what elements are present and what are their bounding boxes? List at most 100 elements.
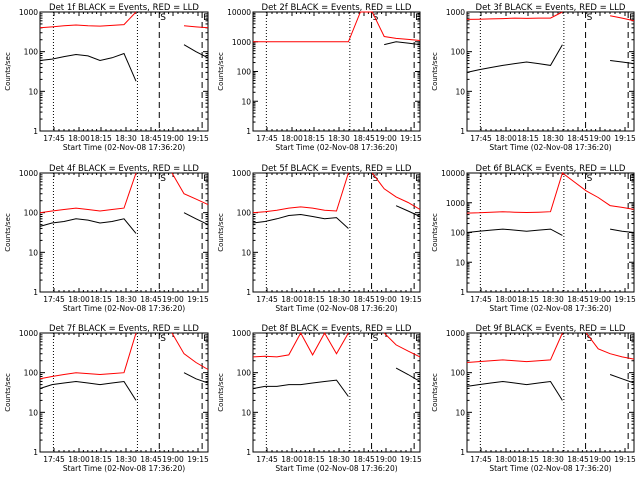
x-tick-label: 18:00 xyxy=(495,455,517,464)
x-tick-label: 18:30 xyxy=(542,295,564,304)
x-tick-label: 19:00 xyxy=(162,295,184,304)
y-tick-label: 1 xyxy=(460,448,465,457)
y-axis-label: Counts/sec xyxy=(217,52,225,91)
x-axis-label: Start Time (02-Nov-08 17:36:20) xyxy=(489,143,611,152)
y-tick-label: 10 xyxy=(241,248,251,257)
x-tick-label: 18:15 xyxy=(90,295,112,304)
y-tick-label: 1 xyxy=(33,448,38,457)
y-axis-label: Counts/sec xyxy=(217,213,225,252)
y-tick-label: 1000 xyxy=(19,8,38,17)
x-tick-label: 19:15 xyxy=(400,295,422,304)
x-tick-label: 19:15 xyxy=(614,455,636,464)
y-tick-label: 1000 xyxy=(19,329,38,338)
y-tick-label: 10 xyxy=(28,408,38,417)
plot-frame xyxy=(466,11,635,132)
x-tick-label: 18:30 xyxy=(542,134,564,143)
series-line-lld xyxy=(39,11,209,29)
plot-frame xyxy=(252,11,421,132)
event-marker-label: S xyxy=(587,334,593,344)
y-tick-label: 100 xyxy=(451,369,466,378)
y-tick-label: 10 xyxy=(28,248,38,257)
x-tick-label: 19:00 xyxy=(589,455,611,464)
x-axis-label: Start Time (02-Nov-08 17:36:20) xyxy=(63,143,185,152)
x-tick-label: 18:30 xyxy=(115,455,137,464)
x-tick-label: 19:15 xyxy=(614,134,636,143)
x-tick-label: 18:15 xyxy=(90,455,112,464)
detector-panel-2: Det 2f BLACK = Events, RED = LLD 1 10 100 10… xyxy=(217,3,422,152)
x-tick-label: 18:15 xyxy=(303,295,325,304)
detector-panel-6: Det 6f BLACK = Events, RED = LLD 1 10 100 10… xyxy=(431,164,636,313)
y-tick-label: 100 xyxy=(237,369,252,378)
x-tick-label: 17:45 xyxy=(470,455,492,464)
x-tick-label: 19:15 xyxy=(400,455,422,464)
x-tick-label: 17:45 xyxy=(256,455,278,464)
y-tick-label: 10 xyxy=(455,87,465,96)
x-tick-label: 19:15 xyxy=(400,134,422,143)
x-axis-label: Start Time (02-Nov-08 17:36:20) xyxy=(489,464,611,473)
x-tick-label: 17:45 xyxy=(470,295,492,304)
detector-panel-1: Det 1f BLACK = Events, RED = LLD 1 10 100 10… xyxy=(4,3,209,152)
x-tick-label: 19:00 xyxy=(375,455,397,464)
event-marker-label: E xyxy=(629,174,635,184)
x-tick-label: 18:15 xyxy=(303,134,325,143)
y-tick-label: 100 xyxy=(237,209,252,218)
y-tick-label: 100 xyxy=(24,369,39,378)
series-line-events xyxy=(252,367,421,397)
x-tick-label: 18:00 xyxy=(68,134,90,143)
y-axis-label: Counts/sec xyxy=(431,373,439,412)
panel-title: Det 5f BLACK = Events, RED = LLD xyxy=(262,164,412,174)
y-axis-label: Counts/sec xyxy=(217,373,225,412)
y-tick-label: 1 xyxy=(33,288,38,297)
x-tick-label: 18:15 xyxy=(517,455,539,464)
y-tick-label: 10000 xyxy=(227,8,251,17)
y-tick-label: 1000 xyxy=(446,199,465,208)
x-tick-label: 18:30 xyxy=(328,295,350,304)
x-tick-label: 17:45 xyxy=(256,295,278,304)
y-tick-label: 1000 xyxy=(232,38,251,47)
panel-title: Det 1f BLACK = Events, RED = LLD xyxy=(49,3,199,13)
event-marker-label: E xyxy=(629,334,635,344)
panel-title: Det 8f BLACK = Events, RED = LLD xyxy=(262,324,412,334)
y-tick-label: 100 xyxy=(451,229,466,238)
x-tick-label: 19:15 xyxy=(187,295,209,304)
event-marker-label: E xyxy=(415,174,421,184)
y-axis-label: Counts/sec xyxy=(431,52,439,91)
plot-frame xyxy=(466,332,635,453)
y-tick-label: 1 xyxy=(33,127,38,136)
x-tick-label: 19:15 xyxy=(614,295,636,304)
x-tick-label: 19:00 xyxy=(589,295,611,304)
series-line-lld xyxy=(466,11,635,22)
series-line-lld xyxy=(252,331,421,358)
y-tick-label: 1000 xyxy=(19,169,38,178)
detector-panel-7: Det 7f BLACK = Events, RED = LLD 1 10 100 10… xyxy=(4,324,209,473)
x-tick-label: 18:45 xyxy=(353,455,375,464)
x-tick-label: 18:00 xyxy=(68,295,90,304)
plot-frame xyxy=(39,11,209,132)
y-tick-label: 1000 xyxy=(232,329,251,338)
y-tick-label: 100 xyxy=(24,48,39,57)
x-tick-label: 18:45 xyxy=(567,134,589,143)
y-tick-label: 1000 xyxy=(446,329,465,338)
panel-title: Det 9f BLACK = Events, RED = LLD xyxy=(476,324,626,334)
series-line-events xyxy=(39,44,209,82)
x-axis-label: Start Time (02-Nov-08 17:36:20) xyxy=(63,304,185,313)
x-axis-label: Start Time (02-Nov-08 17:36:20) xyxy=(489,304,611,313)
x-tick-label: 18:45 xyxy=(140,134,162,143)
x-tick-label: 18:00 xyxy=(281,134,303,143)
x-tick-label: 18:45 xyxy=(353,134,375,143)
event-marker-label: E xyxy=(415,13,421,23)
y-tick-label: 100 xyxy=(237,68,252,77)
detector-panel-9: Det 9f BLACK = Events, RED = LLD 1 10 100 10… xyxy=(431,324,636,473)
plot-frame xyxy=(252,332,421,453)
y-tick-label: 100 xyxy=(451,48,466,57)
x-tick-label: 18:45 xyxy=(353,295,375,304)
x-tick-label: 18:00 xyxy=(495,295,517,304)
x-tick-label: 18:45 xyxy=(140,455,162,464)
y-tick-label: 100 xyxy=(24,209,39,218)
x-tick-label: 17:45 xyxy=(43,134,65,143)
y-tick-label: 10 xyxy=(241,97,251,106)
event-marker-label: E xyxy=(415,334,421,344)
plot-frame xyxy=(466,172,635,293)
x-tick-label: 19:00 xyxy=(375,134,397,143)
